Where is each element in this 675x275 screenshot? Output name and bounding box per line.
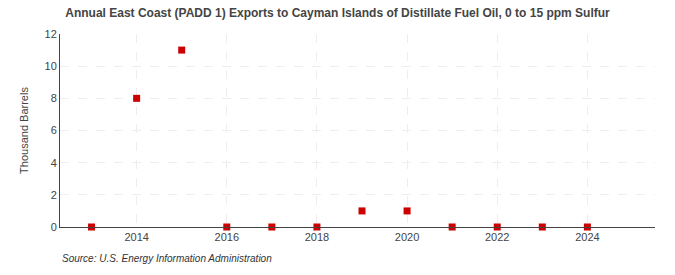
svg-text:12: 12 [45, 28, 57, 40]
svg-text:Thousand Barrels: Thousand Barrels [18, 87, 30, 174]
svg-text:6: 6 [51, 124, 57, 136]
svg-text:2018: 2018 [305, 231, 329, 243]
svg-text:0: 0 [51, 221, 57, 233]
svg-text:2: 2 [51, 189, 57, 201]
svg-text:4: 4 [51, 157, 57, 169]
svg-text:2020: 2020 [395, 231, 419, 243]
svg-text:2024: 2024 [575, 231, 599, 243]
svg-text:2014: 2014 [124, 231, 148, 243]
svg-text:2016: 2016 [215, 231, 239, 243]
svg-text:Source: U.S. Energy Informatio: Source: U.S. Energy Information Administ… [62, 253, 272, 264]
svg-text:2022: 2022 [485, 231, 509, 243]
svg-text:8: 8 [51, 92, 57, 104]
svg-text:Annual East Coast (PADD 1) Exp: Annual East Coast (PADD 1) Exports to Ca… [65, 6, 610, 20]
svg-text:10: 10 [45, 60, 57, 72]
